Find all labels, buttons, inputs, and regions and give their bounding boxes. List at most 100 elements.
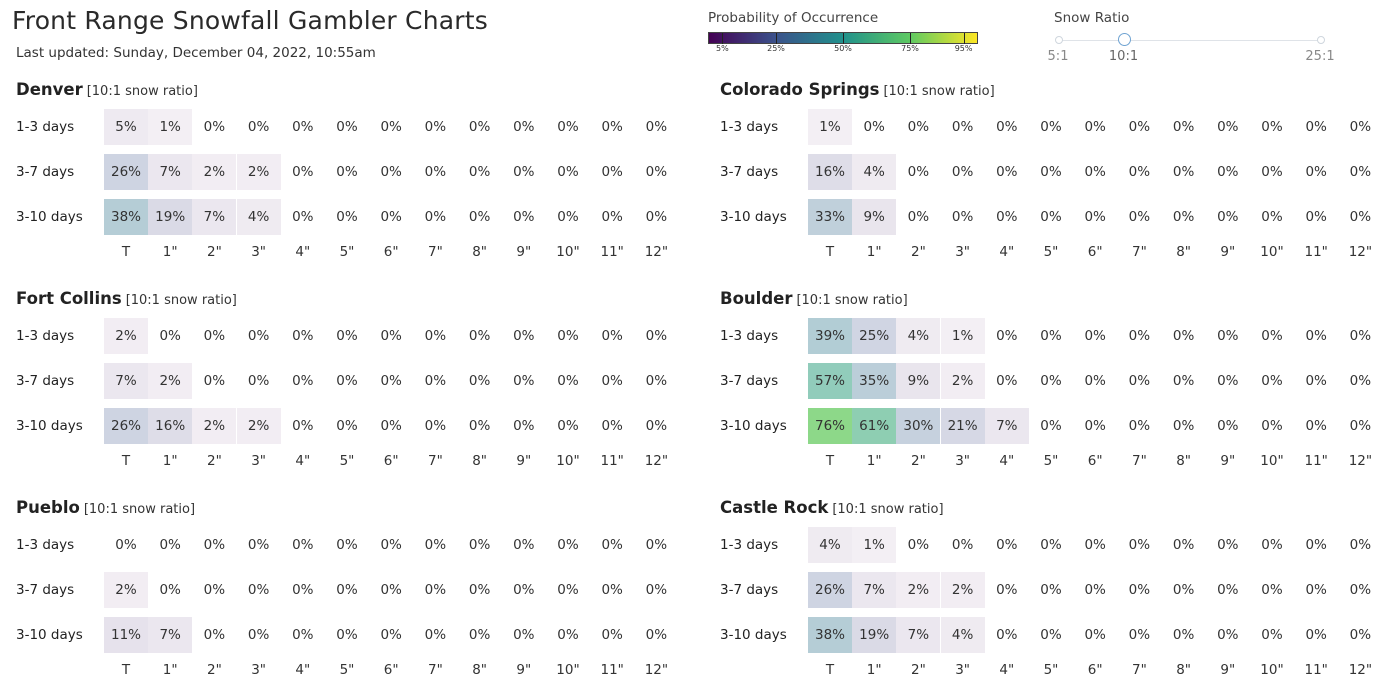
column-label: 9" [516,662,532,678]
heatmap-cell: 0% [1128,209,1151,225]
heatmap-cell: 26% [104,154,148,190]
city-panel-pueblo: Pueblo [10:1 snow ratio] 1-3 days 0% 0% 0% 0% 0… [16,498,696,698]
column-label: 10" [1260,244,1284,260]
heatmap-cell: 33% [808,199,852,235]
column-label: 11" [1304,662,1328,678]
column-label: 7" [1131,453,1147,469]
heatmap-cell: 2% [192,154,237,190]
column-label: 6" [1087,244,1103,260]
snow-ratio-label[interactable]: 25:1 [1305,49,1335,64]
column-label: 7" [427,453,443,469]
legend-colorbar: 5% 25% 50% 75% 95% [708,32,978,53]
heatmap-cell: 0% [1217,209,1239,225]
heatmap-cell: 0% [247,119,270,135]
column-label: T [825,244,835,260]
heatmap-cell: 4% [896,318,941,354]
heatmap-cell: 7% [104,363,148,399]
heatmap-cell: 5% [104,109,148,145]
heatmap-cell: 0% [557,537,579,553]
column-label: 8" [472,453,487,469]
heatmap-cell: 11% [104,617,148,653]
city-name: Fort Collins [16,289,122,308]
heatmap-cell: 0% [645,418,668,434]
heatmap-cell: 0% [159,537,181,553]
heatmap-cell: 0% [1305,209,1327,225]
heatmap-cell: 0% [863,119,885,135]
snow-ratio-handle[interactable] [1117,33,1131,46]
heatmap-cell: 0% [1040,119,1062,135]
heatmap-cell: 0% [1040,328,1062,344]
row-label: 3-7 days [720,582,779,598]
city-name: Castle Rock [720,498,829,517]
heatmap-cell: 4% [852,154,897,190]
row-label: 1-3 days [16,119,75,135]
heatmap-cell: 0% [424,328,447,344]
heatmap-cell: 0% [1217,418,1239,434]
column-label: 1" [162,662,178,678]
heatmap-cell: 2% [940,363,985,399]
heatmap-cell: 0% [1084,209,1106,225]
heatmap-cell: 9% [852,199,897,235]
heatmap-cell: 0% [424,582,447,598]
heatmap-cell: 0% [601,119,623,135]
heatmap-cell: 0% [907,537,930,553]
snow-ratio-track[interactable]: 5:1 10:1 25:1 [1048,33,1335,64]
heatmap-cell: 0% [996,328,1018,344]
snow-ratio-slider[interactable]: Snow Ratio 5:1 10:1 25:1 [1048,10,1338,64]
snow-ratio-stop[interactable] [1317,36,1325,44]
panel-title: Fort Collins [10:1 snow ratio] [16,289,237,308]
column-label: 5" [339,244,355,260]
column-label: 4" [295,662,311,678]
column-label: 1" [866,662,882,678]
snow-ratio-stop[interactable] [1055,36,1063,44]
heatmap-cell: 0% [292,209,314,225]
heatmap-cell: 0% [1128,627,1151,643]
heatmap-cell: 0% [557,373,579,389]
heatmap-cell: 0% [1128,164,1151,180]
column-label: 11" [600,453,624,469]
heatmap-cell: 0% [1040,627,1062,643]
column-label: 2" [910,453,926,469]
heatmap-cell: 0% [1261,627,1283,643]
heatmap-cell: 0% [645,582,668,598]
heatmap-cell: 35% [852,363,897,399]
heatmap-cell: 9% [896,363,941,399]
heatmap-cell: 16% [148,408,193,444]
heatmap-cell: 0% [1261,373,1283,389]
ratio-note: [10:1 snow ratio] [83,502,196,517]
heatmap-cell: 0% [951,119,974,135]
heatmap-cell: 0% [1172,582,1195,598]
heatmap-cell: 0% [1305,537,1327,553]
panel-title: Castle Rock [10:1 snow ratio] [720,498,944,517]
heatmap-cell: 0% [645,164,668,180]
column-label: 11" [600,662,624,678]
heatmap-cell: 0% [336,582,358,598]
heatmap-cell: 0% [336,627,358,643]
legend-tick-label: 5% [716,44,729,53]
column-label: 3" [955,662,970,678]
city-name: Boulder [720,289,793,308]
heatmap-cell: 2% [104,572,148,608]
snow-ratio-label[interactable]: 5:1 [1047,49,1069,64]
heatmap-cell: 0% [557,164,579,180]
legend-tick-label: 50% [834,44,852,53]
heatmap-cell: 0% [601,373,623,389]
heatmap-cell: 0% [1261,328,1283,344]
heatmap-cell: 0% [513,328,535,344]
heatmap-cell: 0% [380,582,402,598]
heatmap-cell: 2% [148,363,193,399]
heatmap-cell: 0% [247,627,270,643]
heatmap-cell: 0% [468,582,491,598]
heatmap-cell: 0% [203,537,226,553]
heatmap-cell: 0% [1128,582,1151,598]
heatmap-cell: 0% [1305,582,1327,598]
column-label: 6" [1087,662,1103,678]
heatmap-cell: 0% [1128,537,1151,553]
heatmap-cell: 0% [292,373,314,389]
heatmap-cell: 30% [896,408,941,444]
row-label: 3-7 days [16,582,75,598]
panel-title: Denver [10:1 snow ratio] [16,80,198,99]
heatmap-cell: 57% [808,363,852,399]
snow-ratio-label[interactable]: 10:1 [1108,49,1139,64]
heatmap-cell: 0% [1040,418,1062,434]
